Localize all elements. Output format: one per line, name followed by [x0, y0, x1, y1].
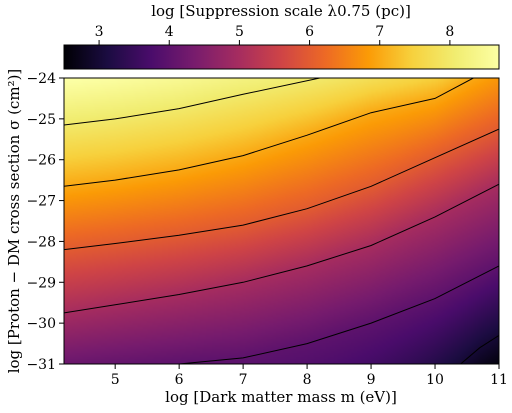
y-tick-label: −26 — [26, 153, 56, 169]
x-tick-label: 7 — [239, 372, 248, 388]
y-axis-label: log [Proton − DM cross section σ (cm²)] — [5, 69, 23, 374]
heatmap-image — [64, 78, 499, 364]
x-tick-label: 10 — [426, 372, 444, 388]
colorbar-tick-label: 7 — [375, 24, 384, 40]
colorbar — [63, 44, 500, 70]
x-axis-ticks: 5 6 7 8 9 10 11 — [111, 364, 508, 388]
contour-line-4 — [179, 265, 499, 364]
colorbar-tick-label: 8 — [445, 24, 454, 40]
plot-frame — [63, 77, 500, 365]
y-tick-label: −29 — [26, 275, 56, 291]
x-axis-label: log [Dark matter mass m (eV)] — [165, 388, 397, 406]
colorbar-label: log [Suppression scale λ0.75 (pc)] — [151, 2, 411, 20]
x-tick-label: 8 — [303, 372, 312, 388]
y-tick-label: −24 — [26, 71, 56, 87]
y-tick-label: −31 — [26, 357, 56, 373]
contour-line-7 — [64, 78, 474, 187]
x-tick-label: 5 — [111, 372, 120, 388]
contour-line-6 — [64, 128, 499, 251]
y-tick-label: −25 — [26, 112, 56, 128]
colorbar-ticks: 3 4 5 6 7 8 — [95, 24, 454, 45]
heatmap-area — [63, 77, 500, 365]
contour-line-8 — [64, 78, 321, 126]
y-tick-label: −27 — [26, 194, 56, 210]
x-tick-label: 9 — [367, 372, 376, 388]
contour-line-3 — [460, 334, 499, 364]
colorbar-tick-label: 6 — [305, 24, 314, 40]
x-tick-label: 6 — [175, 372, 184, 388]
y-tick-label: −30 — [26, 316, 56, 332]
contour-lines — [64, 78, 499, 364]
contour-line-5 — [64, 183, 499, 314]
colorbar-tick-label: 5 — [235, 24, 244, 40]
y-tick-label: −28 — [26, 234, 56, 250]
colorbar-tick-label: 4 — [165, 24, 174, 40]
y-axis-ticks: −24 −25 −26 −27 −28 −29 −30 −31 — [26, 71, 64, 373]
x-tick-label: 11 — [490, 372, 508, 388]
colorbar-tick-label: 3 — [95, 24, 104, 40]
